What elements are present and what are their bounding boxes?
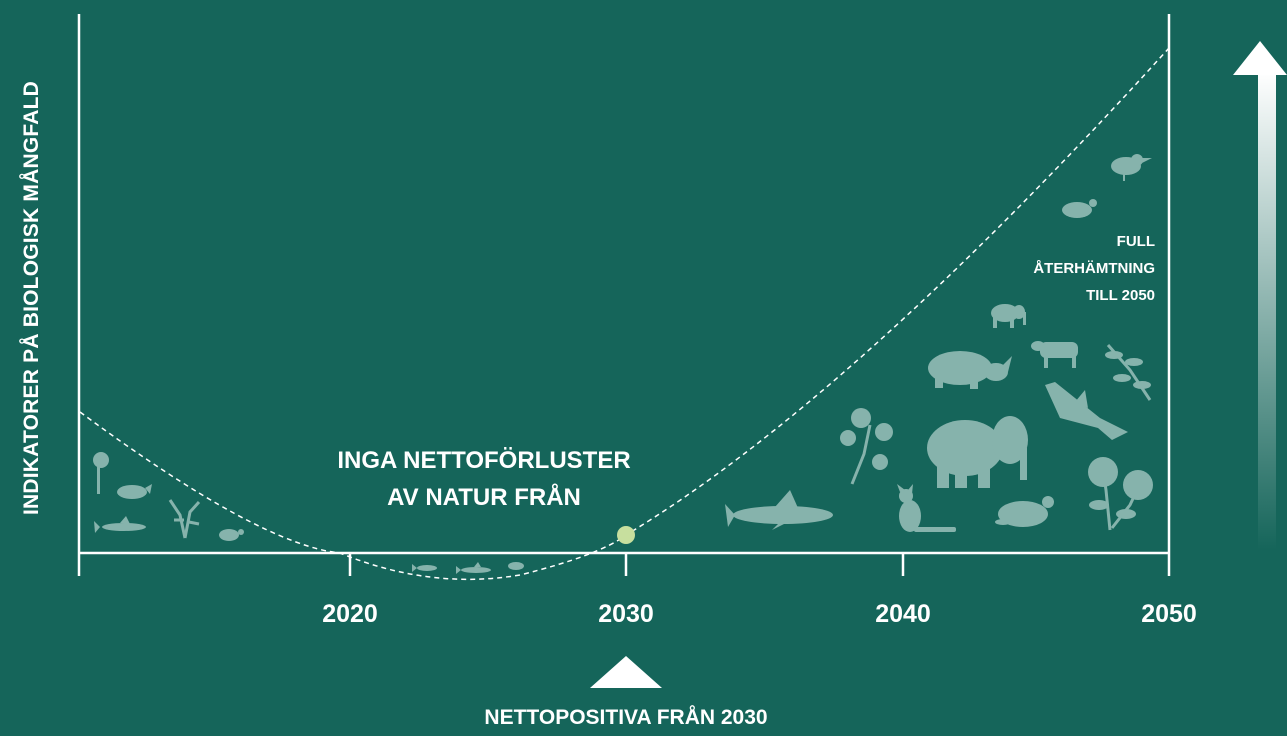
shark-icon — [725, 490, 833, 530]
triangle-marker-icon — [590, 656, 662, 688]
elephant-icon — [991, 304, 1026, 328]
bird-icon — [1111, 154, 1152, 181]
shark-icon — [456, 562, 491, 574]
shark-icon — [94, 516, 146, 533]
cat-icon — [897, 484, 956, 532]
recovery-arrow-icon — [1233, 41, 1287, 550]
rhino-icon — [117, 484, 152, 499]
tick-label-2030: 2030 — [598, 600, 654, 628]
milestone-line-1: INGA NETTOFÖRLUSTER — [337, 447, 631, 474]
branch-icon — [1105, 344, 1152, 401]
cow-icon — [1031, 341, 1078, 368]
tick-label-2050: 2050 — [1141, 600, 1197, 628]
elephant-icon — [927, 416, 1028, 488]
turtle-icon — [1062, 199, 1097, 218]
coral-icon — [168, 499, 201, 539]
recovery-label: FULL ÅTERHÄMTNING TILL 2050 — [1033, 228, 1155, 309]
turtle-icon — [508, 562, 524, 570]
turtle-icon — [995, 496, 1054, 527]
milestone-dot — [617, 526, 635, 544]
milestone-label: INGA NETTOFÖRLUSTER AV NATUR FRÅN — [337, 442, 630, 516]
tick-label-2020: 2020 — [322, 600, 378, 628]
shark-icon — [1045, 382, 1128, 440]
fish-icon — [412, 564, 437, 572]
turtle-icon — [219, 529, 244, 541]
tick-label-2040: 2040 — [875, 600, 931, 628]
plant-icon — [840, 408, 893, 485]
recovery-line-2: ÅTERHÄMTNING — [1033, 260, 1155, 277]
biodiversity-curve — [79, 47, 1170, 581]
milestone-line-2: AV NATUR FRÅN — [387, 484, 581, 511]
flower-icon — [93, 452, 109, 494]
y-axis-label: INDIKATORER PÅ BIOLOGISK MÅNGFALD — [20, 81, 43, 515]
recovery-line-1: FULL — [1116, 233, 1155, 250]
daisy-icon — [1088, 457, 1153, 531]
nature-positive-label: NETTOPOSITIVA FRÅN 2030 — [484, 706, 768, 729]
rhino-icon — [928, 351, 1012, 389]
recovery-line-3: TILL 2050 — [1086, 287, 1155, 304]
